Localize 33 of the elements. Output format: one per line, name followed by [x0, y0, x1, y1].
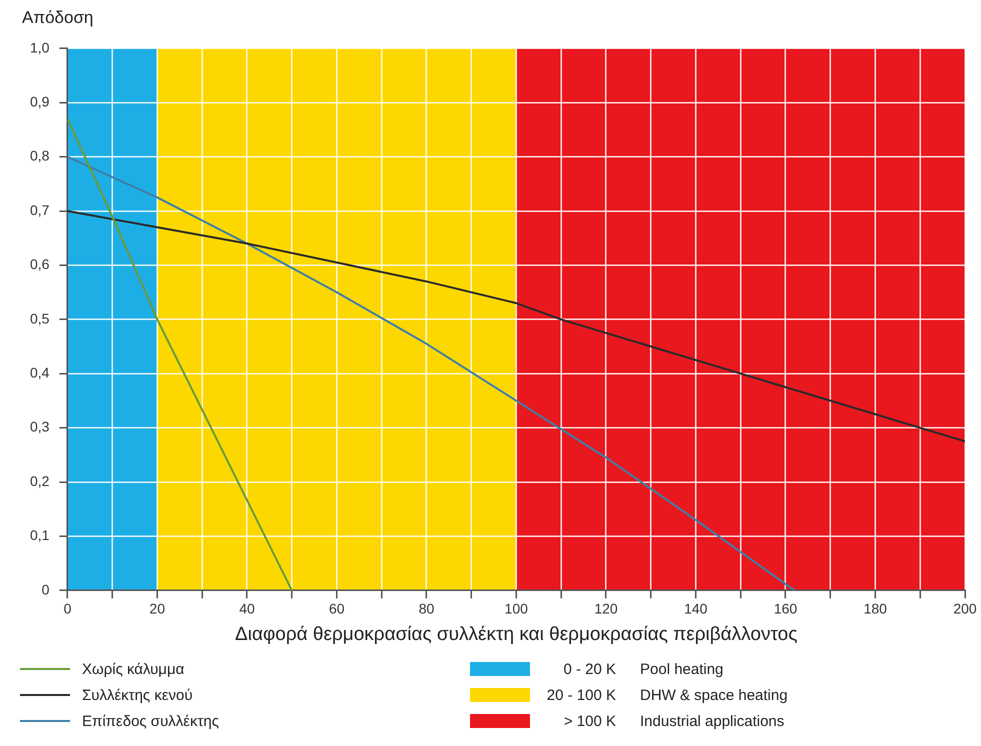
y-tick-label: 0,5 — [30, 310, 50, 326]
y-tick-label: 1,0 — [30, 39, 50, 56]
y-tick-label: 0,3 — [30, 418, 50, 435]
y-tick-label: 0,6 — [30, 256, 50, 272]
x-tick-label: 80 — [418, 600, 434, 617]
text: Industrial applications — [640, 712, 784, 730]
y-tick-label: 0,9 — [30, 93, 50, 110]
text: DHW & space heating — [640, 686, 788, 704]
y-tick-label: 0,4 — [30, 364, 50, 380]
y-axis-title: Απόδοση — [22, 8, 94, 28]
x-axis-title: Διαφορά θερμοκρασίας συλλέκτη και θερμοκρασίας περιβάλλοντος — [235, 624, 798, 645]
x-tick-label: 120 — [594, 600, 618, 617]
x-tick-label: 180 — [864, 600, 888, 617]
legend-label: 0 - 20 K — [562, 660, 616, 678]
x-tick-label: 140 — [684, 600, 708, 617]
y-tick-label: 0,8 — [30, 148, 50, 164]
legend-label: > 100 K — [562, 712, 616, 730]
x-tick-label: 0 — [64, 600, 72, 617]
legend-label: Επίπεδος συλλέκτης — [82, 712, 219, 730]
y-tick-label: 0,1 — [30, 527, 50, 544]
text: Pool heating — [640, 660, 724, 678]
x-tick-label: 40 — [239, 600, 255, 617]
legend-label: 20 - 100 K — [546, 686, 616, 704]
y-tick-label: 0 — [42, 581, 50, 598]
x-tick-label: 20 — [149, 600, 166, 617]
y-tick-label: 0,2 — [30, 472, 50, 489]
y-tick-label: 0,7 — [30, 202, 50, 218]
legend-label: Συλλέκτης κενού — [82, 686, 193, 704]
x-tick-label: 160 — [774, 600, 798, 617]
x-tick-label: 200 — [953, 600, 977, 617]
legend-label: Χωρίς κάλυμμα — [82, 660, 184, 678]
x-tick-label: 100 — [504, 600, 528, 617]
x-tick-label: 60 — [328, 600, 345, 617]
